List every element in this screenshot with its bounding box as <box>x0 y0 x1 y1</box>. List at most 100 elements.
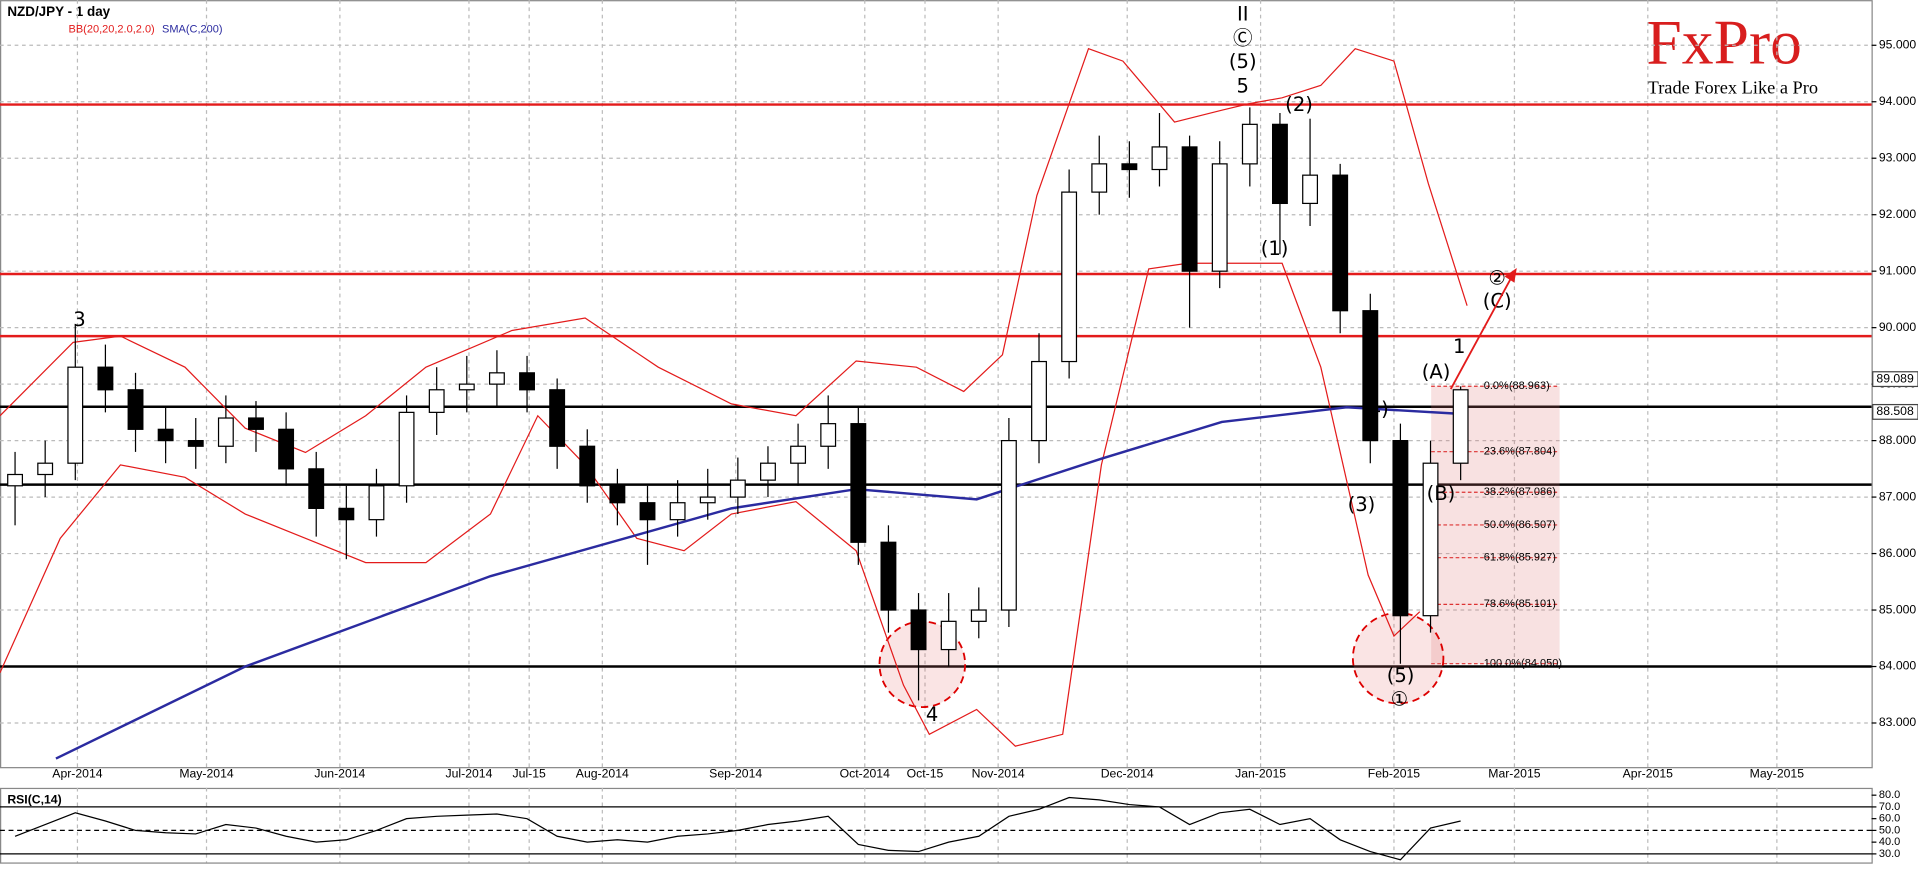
candle-body <box>970 609 987 622</box>
wave-label: (5) <box>1229 50 1257 73</box>
candle-body <box>639 502 656 521</box>
arrow-head <box>1504 267 1517 283</box>
bb-lower <box>0 262 1421 747</box>
candle-body <box>820 423 837 447</box>
wave-label: ① <box>1391 687 1409 710</box>
chart-title: NZD/JPY - 1 day <box>7 4 110 19</box>
x-tick-label: Oct-2014 <box>840 767 890 781</box>
candle-body <box>699 496 716 504</box>
candle-body <box>1031 360 1047 442</box>
rsi-tick-label: 70.0 <box>1879 801 1900 813</box>
candle-body <box>97 366 114 391</box>
y-tick-label: 92.000 <box>1879 207 1917 221</box>
candle-body <box>1121 163 1138 171</box>
x-tick-label: Mar-2015 <box>1488 767 1540 781</box>
rsi-tick-label: 40.0 <box>1879 836 1900 848</box>
fib-label: 38.2%(87.086) <box>1484 486 1556 498</box>
candle-body <box>248 417 264 430</box>
candle-body <box>1000 439 1017 611</box>
arrow <box>1449 276 1513 390</box>
wave-label: 5 <box>1237 74 1249 97</box>
y-tick-label: 90.000 <box>1879 320 1917 334</box>
candle-body <box>308 468 325 509</box>
wave-label: (4) <box>1361 397 1389 420</box>
x-tick-label: Apr-2015 <box>1623 767 1673 781</box>
wave-label: (1) <box>1261 237 1289 260</box>
wave-label: 1 <box>1453 335 1465 358</box>
price-tag <box>1872 403 1918 420</box>
y-tick-label: 95.000 <box>1879 38 1917 52</box>
candle-body <box>940 620 957 651</box>
sma-line <box>55 406 1455 760</box>
candle-body <box>1452 389 1469 464</box>
candle-body <box>519 372 535 391</box>
wave-label: (C) <box>1483 290 1512 313</box>
price-tag-label: 89.089 <box>1876 371 1914 385</box>
candle-body <box>217 417 234 447</box>
price-tag <box>1872 371 1918 388</box>
candle-body <box>1241 123 1258 165</box>
y-tick-label: 91.000 <box>1879 263 1917 277</box>
wave-label: (2) <box>1285 93 1313 116</box>
candle-body <box>1151 146 1168 171</box>
wave-label: 3 <box>73 308 85 331</box>
fib-label: 50.0%(86.507) <box>1484 519 1556 531</box>
candle-body <box>368 485 385 521</box>
wave-label: 4 <box>926 703 938 726</box>
fib-label: 78.6%(85.101) <box>1484 598 1556 610</box>
wave-label: (5) <box>1387 664 1415 687</box>
candle-body <box>458 383 475 391</box>
candle-body <box>187 439 204 447</box>
y-tick-label: 84.000 <box>1879 659 1917 673</box>
candle-body <box>1392 439 1409 617</box>
rsi-tick-label: 60.0 <box>1879 813 1900 825</box>
candle-body <box>850 423 867 543</box>
price-tag-label: 88.508 <box>1876 404 1914 418</box>
candle-body <box>428 389 445 413</box>
x-tick-label: Aug-2014 <box>576 767 629 781</box>
fib-label: 61.8%(85.927) <box>1484 552 1556 564</box>
candle-body <box>1211 163 1228 272</box>
x-tick-label: Jun-2014 <box>314 767 365 781</box>
candle-body <box>609 485 626 504</box>
candle-body <box>398 411 415 487</box>
candle-body <box>880 541 897 611</box>
candle-body <box>1091 163 1108 193</box>
candle-body <box>910 609 927 651</box>
fib-label: 100.0%(84.050) <box>1484 658 1562 670</box>
legend-entry: BB(20,20,2.0,2.0) <box>69 23 155 35</box>
candle-body <box>1061 191 1078 363</box>
candle-body <box>37 462 54 476</box>
x-tick-label: May-2015 <box>1750 767 1805 781</box>
candle-body <box>669 502 686 521</box>
rsi-frame <box>0 787 1873 864</box>
candle-body <box>729 479 746 498</box>
x-tick-label: Sep-2014 <box>709 767 762 781</box>
wave-label: II <box>1237 2 1249 25</box>
x-tick-label: Jul-15 <box>513 767 546 781</box>
y-tick-label: 87.000 <box>1879 489 1917 503</box>
candle-body <box>488 372 505 385</box>
wave-label: (3) <box>1348 493 1376 516</box>
candle-body <box>1332 174 1349 312</box>
y-tick-label: 94.000 <box>1879 94 1917 108</box>
candle-body <box>549 389 566 447</box>
legend-entry: SMA(C,200) <box>162 23 223 35</box>
y-tick-label: 85.000 <box>1879 602 1917 616</box>
candle-body <box>760 462 776 481</box>
x-tick-label: Oct-15 <box>907 767 944 781</box>
candle-body <box>790 445 807 464</box>
rsi-tick-label: 30.0 <box>1879 848 1900 860</box>
x-tick-label: Nov-2014 <box>972 767 1025 781</box>
candle-body <box>1302 174 1319 205</box>
y-tick-label: 83.000 <box>1879 715 1917 729</box>
x-tick-label: May-2014 <box>179 767 234 781</box>
tagline: Trade Forex Like a Pro <box>1648 78 1818 98</box>
brand: FxPro <box>1646 7 1802 78</box>
y-tick-label: 93.000 <box>1879 150 1917 164</box>
wave-label: Ⓒ <box>1233 27 1253 50</box>
x-tick-label: Jul-2014 <box>446 767 493 781</box>
x-tick-label: Dec-2014 <box>1101 767 1154 781</box>
fib-label: 0.0%(88.963) <box>1484 380 1550 392</box>
rsi-label: RSI(C,14) <box>7 792 61 806</box>
